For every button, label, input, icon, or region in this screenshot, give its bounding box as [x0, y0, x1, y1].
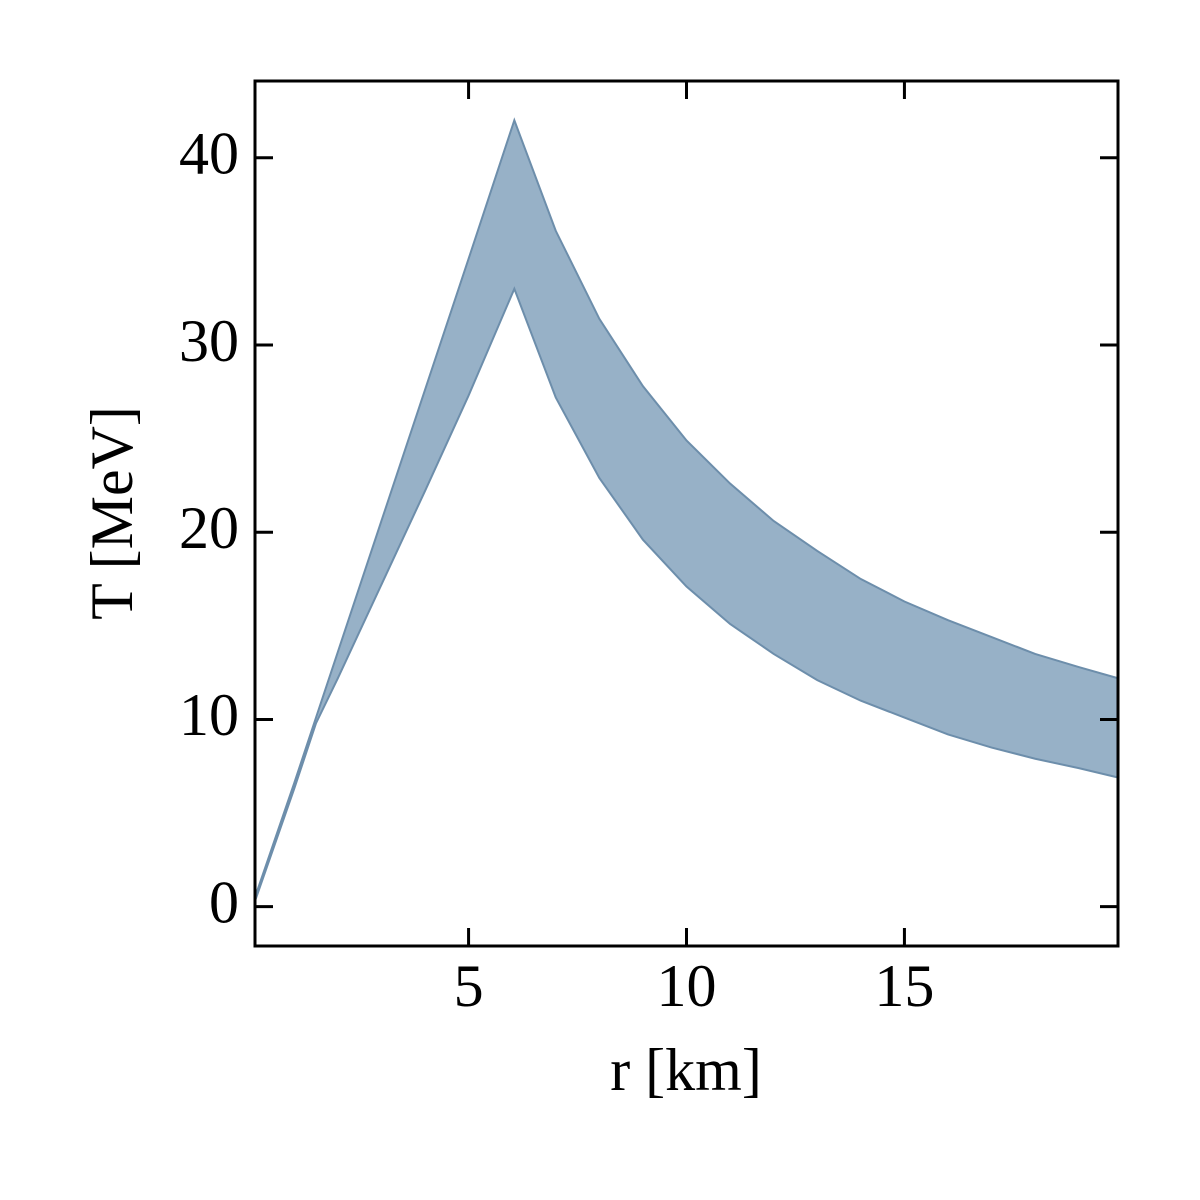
x-tick-label: 15	[874, 953, 934, 1019]
y-tick-label: 0	[209, 869, 239, 935]
band-edge	[254, 117, 1119, 898]
x-tick-label: 10	[657, 953, 717, 1019]
x-tick-label: 5	[454, 953, 484, 1019]
y-tick-label: 30	[179, 308, 239, 374]
band-edge	[254, 286, 1119, 902]
y-tick-label: 20	[179, 495, 239, 561]
y-tick-label: 40	[179, 121, 239, 187]
y-tick-label: 10	[179, 682, 239, 748]
band-fill	[255, 120, 1118, 902]
y-axis-label: T [MeV]	[79, 406, 145, 620]
x-axis-label: r [km]	[610, 1037, 762, 1103]
